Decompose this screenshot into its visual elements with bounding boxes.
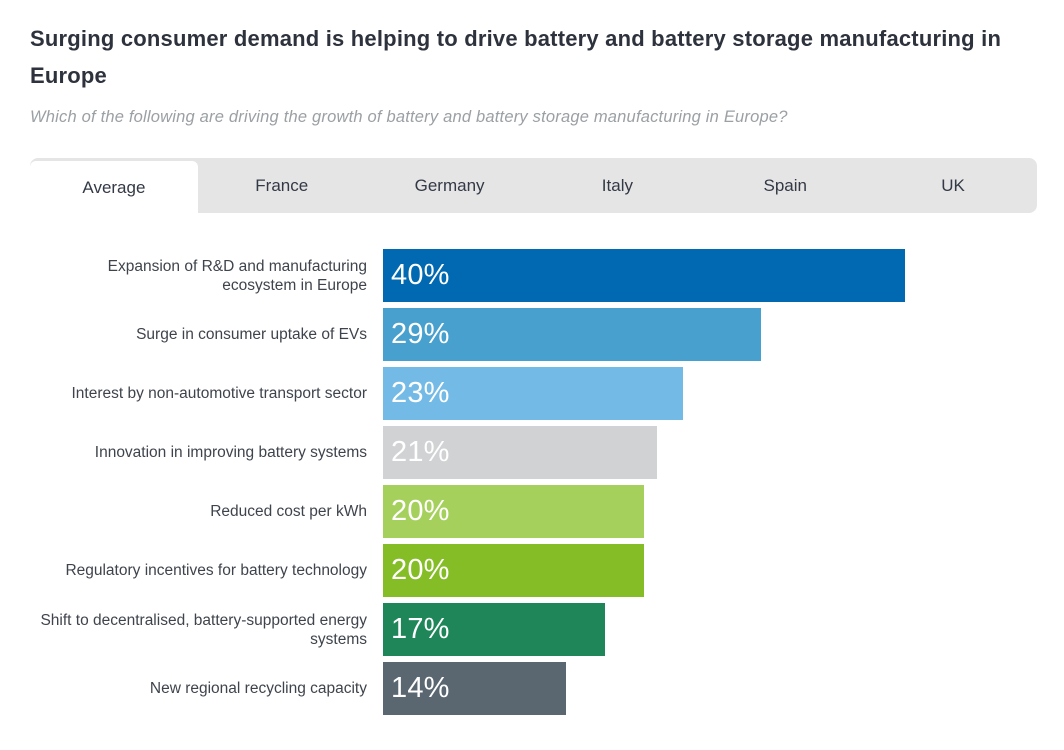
chart-row: Interest by non-automotive transport sec…: [30, 367, 1037, 420]
category-label: Expansion of R&D and manufacturing ecosy…: [107, 257, 367, 294]
bar-segment: 23%: [383, 367, 684, 420]
bar-value-label: 17%: [391, 613, 450, 645]
tab-france[interactable]: France: [198, 158, 366, 213]
chart-row: Reduced cost per kWh 20%: [30, 485, 1037, 538]
bar-value-label: 40%: [391, 259, 450, 291]
bar-segment: 29%: [383, 308, 762, 361]
category-label: Shift to decentralised, battery-supporte…: [40, 611, 367, 648]
tab-germany[interactable]: Germany: [366, 158, 534, 213]
bar-value-label: 29%: [391, 318, 450, 350]
chart-row: Surge in consumer uptake of EVs 29%: [30, 308, 1037, 361]
bar-segment: 21%: [383, 426, 658, 479]
category-label: Reduced cost per kWh: [210, 503, 367, 520]
chart-row: Expansion of R&D and manufacturing ecosy…: [30, 249, 1037, 302]
bar-value-label: 21%: [391, 436, 450, 468]
bar-segment: 14%: [383, 662, 566, 715]
category-label: New regional recycling capacity: [149, 680, 367, 697]
bar-segment: 20%: [383, 485, 644, 538]
tab-uk[interactable]: UK: [869, 158, 1037, 213]
tab-label: UK: [941, 175, 965, 195]
tab-spain[interactable]: Spain: [701, 158, 869, 213]
category-label: Interest by non-automotive transport sec…: [71, 385, 367, 402]
chart-row: Shift to decentralised, battery-supporte…: [30, 603, 1037, 656]
bar-value-label: 20%: [391, 495, 450, 527]
chart-row: Innovation in improving battery systems 2…: [30, 426, 1037, 479]
tab-label: Italy: [601, 175, 633, 195]
chart-row: New regional recycling capacity 14%: [30, 662, 1037, 715]
tab-label: Average: [82, 178, 146, 197]
page-title: Surging consumer demand is helping to dr…: [30, 26, 1002, 88]
tab-italy[interactable]: Italy: [533, 158, 701, 213]
country-tab-bar: Average France Germany Italy Spain UK: [30, 158, 1037, 215]
survey-question-subtitle: Which of the following are driving the g…: [30, 108, 788, 126]
bar-chart: Expansion of R&D and manufacturing ecosy…: [30, 249, 1037, 715]
category-label: Regulatory incentives for battery techno…: [65, 562, 367, 579]
bar-value-label: 23%: [391, 377, 450, 409]
category-label: Surge in consumer uptake of EVs: [136, 326, 367, 343]
tab-label: Spain: [763, 175, 807, 195]
bar-value-label: 20%: [391, 554, 450, 586]
bar-value-label: 14%: [391, 672, 450, 704]
chart-row: Regulatory incentives for battery techno…: [30, 544, 1037, 597]
tab-label: Germany: [414, 175, 485, 195]
bar-segment: 20%: [383, 544, 644, 597]
bar-segment: 17%: [383, 603, 605, 656]
tab-average[interactable]: Average: [30, 161, 198, 215]
category-label: Innovation in improving battery systems: [94, 444, 367, 461]
bar-segment: 40%: [383, 249, 905, 302]
tab-label: France: [255, 175, 309, 195]
